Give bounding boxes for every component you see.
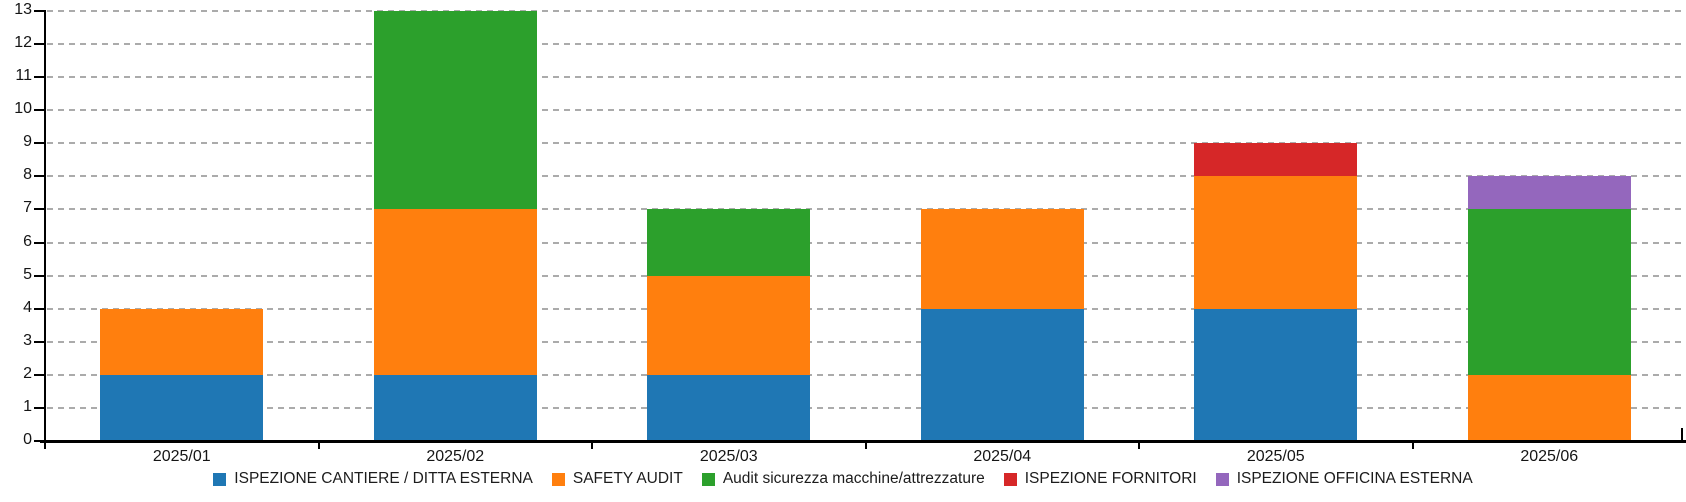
bar-2025/02-series-2[interactable]	[373, 11, 537, 210]
legend-item-1[interactable]: SAFETY AUDIT	[551, 470, 683, 488]
gridline-y-4	[47, 307, 1686, 310]
gridline-y-9	[47, 142, 1686, 145]
y-axis-label-0: 0	[23, 431, 32, 448]
gridline-y-7	[47, 208, 1686, 211]
gridline-y-2	[47, 373, 1686, 376]
y-axis-line	[44, 10, 46, 449]
right-edge-tick	[1681, 428, 1683, 441]
gridline-y-11	[47, 76, 1686, 79]
legend-swatch-icon	[213, 472, 227, 486]
x-axis-label-2025/03: 2025/03	[699, 448, 758, 465]
x-axis-label-2025/05: 2025/05	[1246, 448, 1305, 465]
x-tick-1	[317, 443, 320, 449]
x-tick-2	[591, 443, 593, 449]
legend-label: ISPEZIONE OFFICINA ESTERNA	[1236, 470, 1473, 487]
x-tick-4	[1138, 443, 1140, 449]
bar-2025/04-series-0[interactable]	[920, 308, 1084, 441]
y-tick-11	[34, 76, 45, 79]
x-axis-label-2025/02: 2025/02	[426, 448, 485, 465]
legend-label: Audit sicurezza macchine/attrezzature	[722, 470, 985, 487]
bar-2025/02-series-0[interactable]	[373, 374, 537, 441]
y-axis-label-10: 10	[14, 100, 32, 118]
x-axis-label-2025/04: 2025/04	[973, 448, 1032, 465]
y-axis-label-12: 12	[14, 34, 32, 52]
y-axis-label-1: 1	[23, 397, 32, 415]
y-tick-2	[34, 373, 45, 376]
bar-2025/06-series-1[interactable]	[1467, 374, 1631, 441]
y-tick-6	[34, 241, 45, 244]
gridline-y-10	[47, 109, 1686, 112]
gridline-y-3	[47, 340, 1686, 343]
y-axis-label-11: 11	[15, 67, 32, 85]
legend-item-4[interactable]: ISPEZIONE OFFICINA ESTERNA	[1215, 470, 1473, 488]
y-tick-13	[34, 10, 45, 12]
y-tick-12	[34, 43, 45, 46]
y-axis-label-9: 9	[23, 133, 32, 151]
y-tick-10	[34, 109, 45, 112]
legend-label: ISPEZIONE FORNITORI	[1024, 470, 1197, 487]
gridline-y-6	[47, 241, 1686, 244]
bar-2025/05-series-1[interactable]	[1194, 176, 1358, 309]
chart-legend: ISPEZIONE CANTIERE / DITTA ESTERNA SAFETY…	[0, 468, 1686, 490]
y-tick-0	[34, 440, 45, 442]
legend-swatch-icon	[1003, 472, 1017, 486]
x-axis-label-2025/06: 2025/06	[1520, 448, 1579, 465]
bar-2025/01-series-0[interactable]	[100, 374, 264, 441]
bar-2025/03-series-1[interactable]	[647, 275, 811, 375]
y-tick-1	[34, 406, 45, 409]
y-axis-label-2: 2	[23, 364, 32, 382]
y-axis-label-8: 8	[23, 166, 32, 184]
y-axis-label-7: 7	[23, 199, 32, 217]
bar-2025/03-series-2[interactable]	[647, 209, 811, 276]
y-axis-label-4: 4	[23, 298, 32, 316]
bar-2025/06-series-4[interactable]	[1467, 176, 1631, 210]
legend-swatch-icon	[551, 472, 565, 486]
legend-label: SAFETY AUDIT	[572, 470, 683, 487]
x-axis-label-2025/01: 2025/01	[152, 448, 211, 465]
gridline-y-12	[47, 43, 1686, 46]
y-tick-9	[34, 142, 45, 145]
y-tick-8	[34, 175, 45, 178]
legend-label: ISPEZIONE CANTIERE / DITTA ESTERNA	[234, 470, 533, 487]
gridline-y-8	[47, 175, 1686, 178]
gridline-y-1	[47, 406, 1686, 409]
legend-item-0[interactable]: ISPEZIONE CANTIERE / DITTA ESTERNA	[213, 470, 533, 488]
y-axis-label-3: 3	[23, 331, 32, 349]
gridline-y-13	[47, 10, 1686, 12]
y-tick-3	[34, 340, 45, 343]
y-axis-label-13: 13	[14, 1, 32, 18]
legend-swatch-icon	[701, 472, 715, 486]
y-axis-label-6: 6	[23, 232, 32, 250]
x-tick-3	[864, 443, 867, 449]
bar-2025/02-series-1[interactable]	[373, 209, 537, 375]
legend-item-3[interactable]: ISPEZIONE FORNITORI	[1003, 470, 1197, 488]
legend-swatch-icon	[1215, 472, 1229, 486]
bar-2025/06-series-2[interactable]	[1467, 209, 1631, 375]
bar-2025/04-series-1[interactable]	[920, 209, 1084, 309]
legend-item-2[interactable]: Audit sicurezza macchine/attrezzature	[701, 470, 985, 488]
y-tick-4	[34, 307, 45, 310]
y-tick-5	[34, 274, 45, 277]
y-axis-label-5: 5	[23, 265, 32, 283]
x-tick-5	[1411, 443, 1414, 449]
bar-2025/03-series-0[interactable]	[647, 374, 811, 441]
y-tick-7	[34, 208, 45, 211]
bar-2025/05-series-3[interactable]	[1194, 143, 1358, 177]
gridline-y-5	[47, 274, 1686, 277]
x-axis-line	[40, 440, 1686, 443]
bar-2025/01-series-1[interactable]	[100, 308, 264, 375]
bar-2025/05-series-0[interactable]	[1194, 308, 1358, 441]
